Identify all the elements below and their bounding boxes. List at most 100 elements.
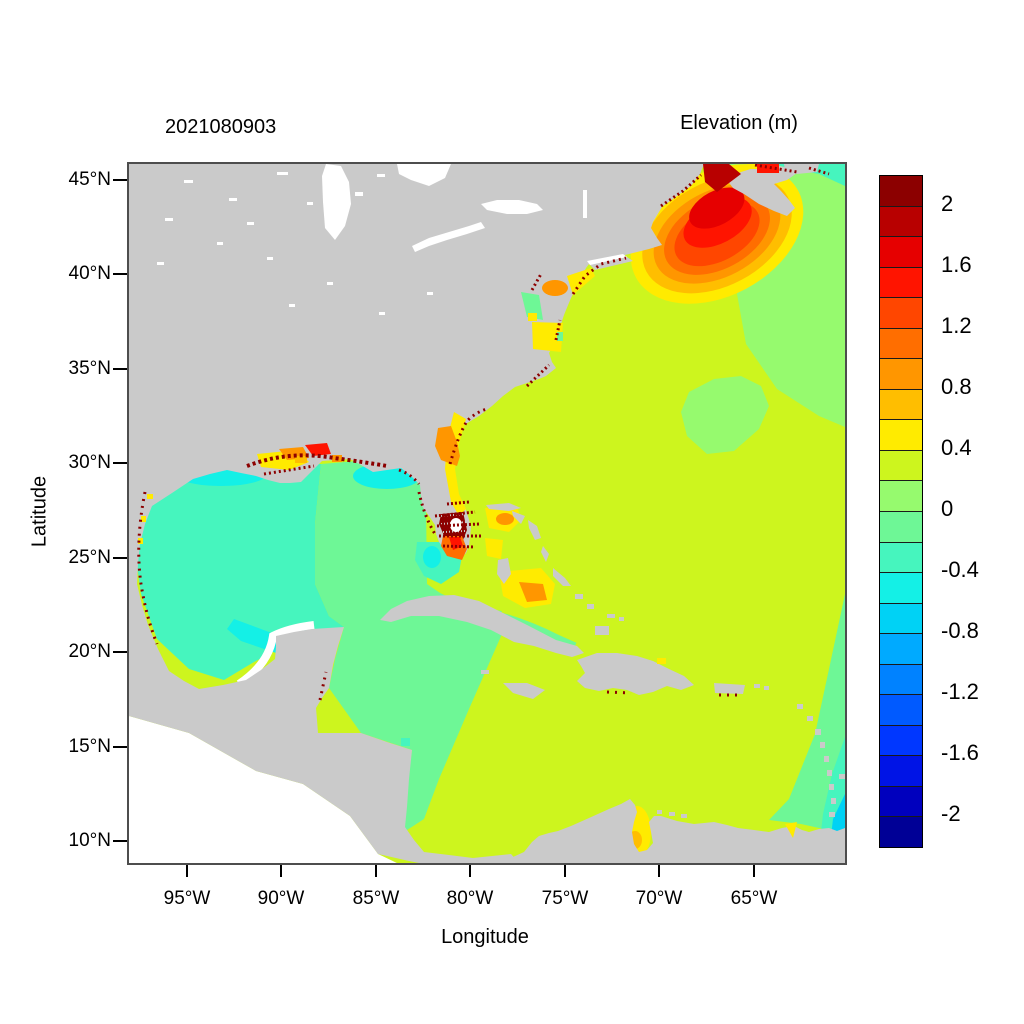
antilles-island-dot <box>807 716 813 721</box>
y-tick-mark <box>113 651 127 653</box>
x-tick-label: 95°W <box>163 888 211 909</box>
speckle-path-hispaniola-puertorico <box>606 690 737 697</box>
lake-fleck <box>229 198 237 201</box>
lake-fleck <box>267 257 273 260</box>
colorbar-tick-label: 0.8 <box>941 374 972 399</box>
everglades-stipple-texture <box>440 513 468 533</box>
trinidad-island <box>794 832 829 860</box>
jamaica-island <box>503 683 545 699</box>
colorbar-tick-label: -0.4 <box>941 557 979 582</box>
puerto-rico-island <box>714 683 745 694</box>
yucatan-nodata-band <box>236 621 315 688</box>
y-tick-label: 10°N <box>68 830 111 851</box>
y-tick-label: 35°N <box>68 358 111 379</box>
central-atlantic-patch <box>681 376 769 454</box>
colorbar-segment <box>880 266 922 298</box>
georgia-florida-orange-core <box>435 426 460 466</box>
hispaniola-island <box>577 653 694 695</box>
colorbar-segment <box>880 724 922 756</box>
colorbar-segment <box>880 663 922 695</box>
lake-erie <box>412 222 485 252</box>
y-tick-label: 40°N <box>68 263 111 284</box>
lake-fleck <box>157 262 164 265</box>
surge-ring-1.6 <box>689 187 745 229</box>
colorbar-tick-label: -1.6 <box>941 740 979 765</box>
y-tick-label: 15°N <box>68 736 111 757</box>
colorbar-segment <box>880 755 922 786</box>
x-axis-title: Longitude <box>441 926 529 948</box>
colorbar-segment <box>880 572 922 603</box>
gulf-of-maine-surge-rings <box>630 164 804 304</box>
virgin-islands-dot <box>764 686 769 690</box>
antilles-boundary-green-band <box>769 594 845 830</box>
cayman-island <box>481 670 489 674</box>
x-tick-mark <box>375 864 377 877</box>
lake-fleck <box>307 202 313 205</box>
acklins-island <box>587 604 594 609</box>
bimini-bank-yellow <box>485 538 503 559</box>
louisiana-marsh-red <box>305 443 331 456</box>
colorbar-segment <box>880 358 922 389</box>
island-landmasses <box>380 503 845 818</box>
lake-fleck <box>355 192 363 196</box>
elevation-map <box>129 164 845 863</box>
lake-fleck <box>327 282 333 285</box>
lake-fleck <box>289 304 295 307</box>
long-island-bahamas <box>553 568 571 586</box>
colorbar-segment <box>880 205 922 237</box>
scotian-shelf-region <box>704 164 845 427</box>
x-tick-mark <box>753 864 755 877</box>
colorbar-segment <box>880 511 922 542</box>
y-tick-mark <box>113 368 127 370</box>
texas-coast-yellow-spot <box>141 516 146 522</box>
x-tick-label: 85°W <box>352 888 400 909</box>
colorbar-tick-label: 2 <box>941 191 954 216</box>
colorbar-segment <box>880 633 922 664</box>
great-bahama-orange-core <box>519 582 547 602</box>
x-tick-mark <box>564 864 566 877</box>
turks-island <box>619 617 624 621</box>
colorbar-segment <box>880 176 922 206</box>
y-tick-mark <box>113 273 127 275</box>
x-tick-label: 90°W <box>257 888 305 909</box>
speckle-path-nova-scotia <box>754 164 830 176</box>
abaco-island <box>512 511 525 524</box>
speckle-path-big-bend <box>398 468 421 485</box>
colorbar-tick-label: 1.2 <box>941 313 972 338</box>
x-tick-label: 70°W <box>635 888 683 909</box>
colorbar-tick-label: -0.8 <box>941 618 979 643</box>
gulf-of-st-lawrence-region <box>774 164 845 186</box>
speckle-path-newjersey-newyork <box>571 256 627 295</box>
lake-fleck <box>217 242 223 245</box>
gulf-of-paria-yellow <box>785 822 797 838</box>
antilles-island-dot <box>827 770 832 776</box>
andros-island <box>497 558 511 584</box>
cape-breton-pei-land <box>784 164 819 174</box>
delaware-bay-orange <box>542 280 568 296</box>
colorbar-segment <box>880 785 922 817</box>
colorbar-title: Elevation (m) <box>680 112 798 134</box>
nicaragua-lagoon-teal-spot <box>401 738 410 746</box>
long-island-sound <box>587 254 627 265</box>
speckle-path-carolinas-virginia <box>525 273 562 388</box>
y-tick-mark <box>113 746 127 748</box>
land-masses <box>129 164 845 863</box>
x-tick-mark <box>186 864 188 877</box>
aruba-island <box>657 810 662 814</box>
lake-fleck <box>184 180 193 183</box>
caicos-island <box>607 614 615 618</box>
colorbar-segment <box>880 541 922 573</box>
colorbar-segment <box>880 480 922 512</box>
northumberland-red-patch <box>757 164 779 173</box>
colorbar-segment <box>880 694 922 725</box>
colorbar-segment <box>880 816 922 848</box>
virgin-islands-dot <box>754 684 760 688</box>
coastal-flood-speckles <box>137 164 830 701</box>
lake-fleck <box>379 312 385 315</box>
crooked-island <box>575 594 583 599</box>
lake-huron <box>397 164 451 186</box>
colorbar-segment <box>880 419 922 450</box>
chesapeake-bay-green <box>521 292 543 320</box>
colorbar-tick-label: -1.2 <box>941 679 979 704</box>
long-island <box>589 257 633 270</box>
